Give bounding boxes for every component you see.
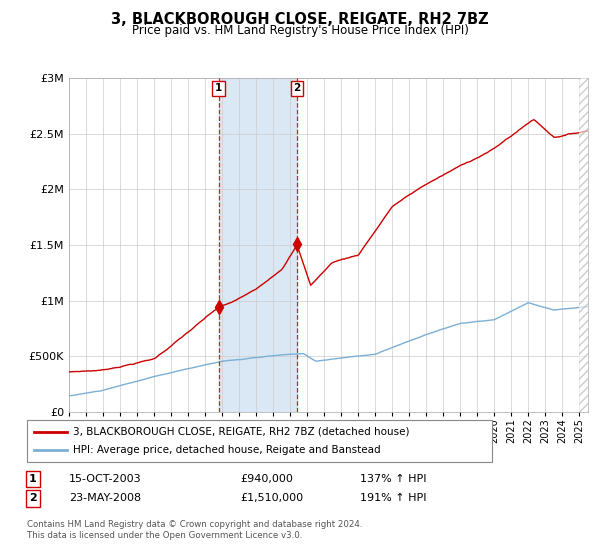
Text: £1,510,000: £1,510,000 [240, 493, 303, 503]
Text: Price paid vs. HM Land Registry's House Price Index (HPI): Price paid vs. HM Land Registry's House … [131, 24, 469, 37]
Text: 2: 2 [293, 83, 301, 94]
Text: 2: 2 [29, 493, 37, 503]
Text: 1: 1 [215, 83, 222, 94]
Text: Contains HM Land Registry data © Crown copyright and database right 2024.: Contains HM Land Registry data © Crown c… [27, 520, 362, 529]
Bar [218, 78, 297, 412]
Text: 191% ↑ HPI: 191% ↑ HPI [360, 493, 427, 503]
Text: £940,000: £940,000 [240, 474, 293, 484]
Text: HPI: Average price, detached house, Reigate and Banstead: HPI: Average price, detached house, Reig… [73, 445, 381, 455]
Text: 3, BLACKBOROUGH CLOSE, REIGATE, RH2 7BZ: 3, BLACKBOROUGH CLOSE, REIGATE, RH2 7BZ [111, 12, 489, 27]
Text: 137% ↑ HPI: 137% ↑ HPI [360, 474, 427, 484]
Text: 3, BLACKBOROUGH CLOSE, REIGATE, RH2 7BZ (detached house): 3, BLACKBOROUGH CLOSE, REIGATE, RH2 7BZ … [73, 427, 410, 437]
Polygon shape [580, 78, 588, 412]
Text: 23-MAY-2008: 23-MAY-2008 [69, 493, 141, 503]
Text: 1: 1 [29, 474, 37, 484]
Text: 15-OCT-2003: 15-OCT-2003 [69, 474, 142, 484]
Text: This data is licensed under the Open Government Licence v3.0.: This data is licensed under the Open Gov… [27, 531, 302, 540]
